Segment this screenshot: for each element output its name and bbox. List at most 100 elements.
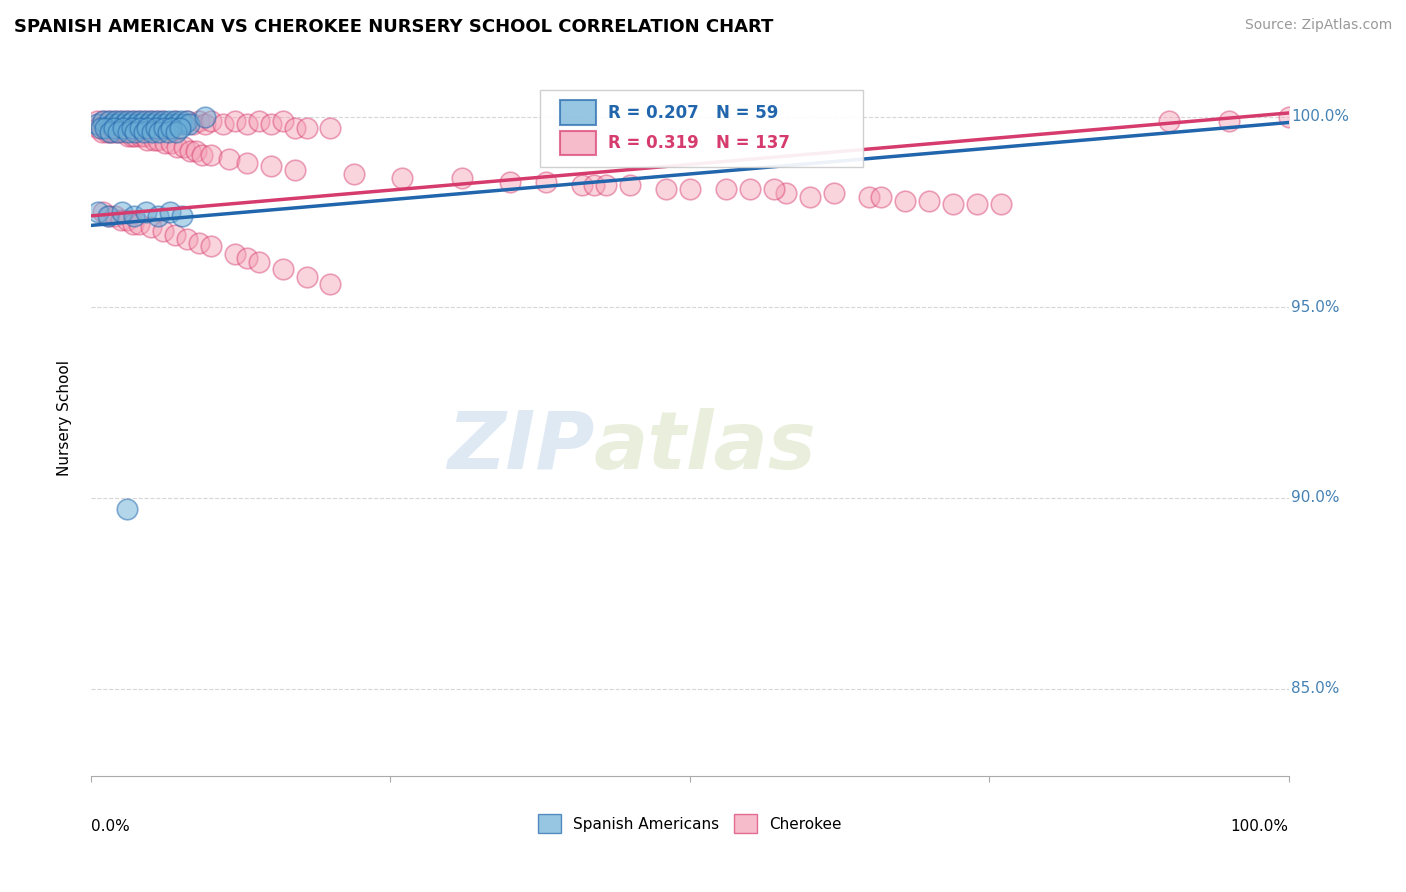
Point	[295, 269, 318, 284]
Point	[139, 113, 162, 128]
Point	[153, 117, 176, 131]
Point	[179, 117, 201, 131]
Point	[218, 152, 240, 166]
Point	[166, 140, 188, 154]
Point	[98, 125, 121, 139]
Point	[139, 220, 162, 235]
Point	[160, 136, 183, 151]
Text: R = 0.319   N = 137: R = 0.319 N = 137	[609, 134, 790, 152]
Legend: Spanish Americans, Cherokee: Spanish Americans, Cherokee	[537, 814, 842, 833]
Point	[655, 182, 678, 196]
Point	[224, 113, 246, 128]
Point	[146, 209, 169, 223]
Point	[134, 113, 156, 128]
Point	[110, 212, 132, 227]
Point	[145, 121, 167, 136]
Point	[169, 121, 191, 136]
Point	[115, 212, 138, 227]
Point	[143, 133, 166, 147]
Point	[115, 113, 138, 128]
Point	[117, 125, 139, 139]
Point	[141, 125, 163, 139]
Text: ZIP: ZIP	[447, 408, 593, 485]
Point	[125, 117, 148, 131]
Point	[86, 117, 108, 131]
Point	[107, 125, 129, 139]
Point	[200, 113, 222, 128]
Text: 85.0%: 85.0%	[1291, 681, 1340, 696]
Point	[132, 128, 155, 143]
Point	[173, 117, 195, 131]
Point	[173, 140, 195, 154]
FancyBboxPatch shape	[540, 90, 863, 167]
Point	[271, 262, 294, 277]
Point	[112, 121, 135, 136]
Point	[156, 125, 179, 139]
Point	[160, 121, 183, 136]
Point	[136, 133, 159, 147]
Point	[149, 117, 172, 131]
Text: 95.0%: 95.0%	[1291, 300, 1340, 315]
Point	[176, 113, 198, 128]
Point	[134, 113, 156, 128]
Point	[534, 175, 557, 189]
Point	[90, 125, 112, 139]
Point	[142, 117, 165, 131]
Point	[179, 144, 201, 158]
Point	[224, 247, 246, 261]
Point	[194, 110, 217, 124]
Point	[235, 155, 257, 169]
Point	[124, 125, 146, 139]
Point	[128, 113, 150, 128]
Point	[152, 113, 174, 128]
Point	[138, 117, 160, 131]
Point	[194, 117, 217, 131]
Point	[187, 113, 209, 128]
Point	[132, 125, 155, 139]
Point	[247, 254, 270, 268]
Point	[121, 217, 143, 231]
Point	[823, 186, 845, 200]
Point	[121, 121, 143, 136]
Point	[582, 178, 605, 193]
Point	[283, 121, 305, 136]
Point	[96, 125, 118, 139]
Point	[157, 113, 180, 128]
Point	[319, 277, 342, 292]
Point	[163, 113, 186, 128]
Point	[114, 117, 136, 131]
Point	[103, 121, 125, 136]
Point	[105, 117, 128, 131]
Point	[157, 117, 180, 131]
Point	[942, 197, 965, 211]
Point	[146, 113, 169, 128]
Point	[89, 121, 111, 136]
Point	[118, 117, 141, 131]
Point	[98, 125, 121, 139]
Point	[121, 113, 143, 128]
Point	[153, 121, 176, 136]
Point	[121, 128, 143, 143]
Point	[111, 205, 134, 219]
Point	[118, 117, 141, 131]
Text: 0.0%: 0.0%	[91, 819, 129, 834]
Point	[91, 113, 114, 128]
Point	[181, 117, 204, 131]
Point	[894, 194, 917, 208]
Text: R = 0.207   N = 59: R = 0.207 N = 59	[609, 103, 779, 121]
FancyBboxPatch shape	[561, 101, 596, 125]
Point	[391, 170, 413, 185]
Point	[91, 113, 114, 128]
Point	[104, 113, 127, 128]
Point	[870, 190, 893, 204]
Point	[91, 205, 114, 219]
Point	[107, 125, 129, 139]
Point	[1218, 113, 1240, 128]
Point	[129, 128, 152, 143]
Point	[115, 502, 138, 516]
Point	[738, 182, 761, 196]
Point	[105, 117, 128, 131]
Point	[139, 113, 162, 128]
Point	[451, 170, 474, 185]
Point	[121, 113, 143, 128]
